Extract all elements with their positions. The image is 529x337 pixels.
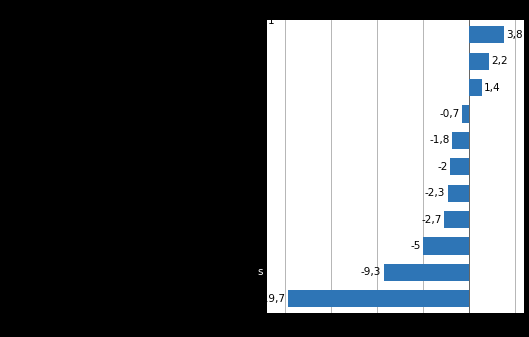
- Text: -19,7: -19,7: [259, 294, 286, 304]
- Text: 1,4: 1,4: [484, 83, 500, 93]
- Text: -2,7: -2,7: [421, 215, 442, 225]
- Bar: [288, 290, 469, 307]
- Text: -1,8: -1,8: [430, 135, 450, 145]
- Bar: [444, 211, 469, 228]
- Bar: [450, 158, 469, 175]
- Text: -9,3: -9,3: [361, 268, 381, 277]
- Bar: [423, 238, 469, 255]
- Bar: [469, 79, 481, 96]
- Bar: [384, 264, 469, 281]
- Text: 2,2: 2,2: [491, 56, 508, 66]
- Bar: [448, 185, 469, 202]
- Text: s: s: [258, 268, 263, 277]
- Text: -0,7: -0,7: [440, 109, 460, 119]
- Bar: [462, 105, 469, 123]
- Text: -5: -5: [411, 241, 421, 251]
- Bar: [469, 26, 504, 43]
- Text: 1: 1: [268, 16, 275, 26]
- Text: -2,3: -2,3: [425, 188, 445, 198]
- Bar: [452, 132, 469, 149]
- Bar: [469, 53, 489, 70]
- Text: -2: -2: [437, 162, 448, 172]
- Text: 3,8: 3,8: [506, 30, 523, 40]
